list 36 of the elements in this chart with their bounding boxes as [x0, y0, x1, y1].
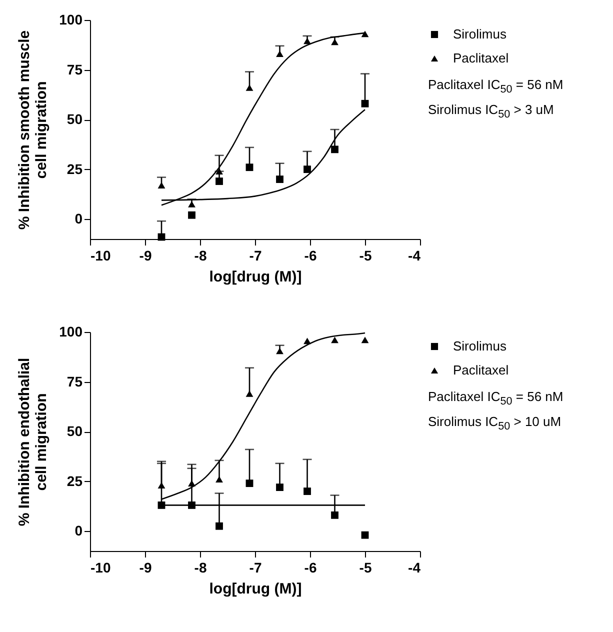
legend-label: Sirolimus: [453, 26, 507, 42]
x-tick-label: -5: [359, 560, 372, 576]
text: Paclitaxel IC$_{50}$ = 56 nM: [428, 388, 564, 410]
x-tick-label: -10: [90, 248, 111, 264]
text: Paclitaxel IC$_{50}$ = 56 nM: [428, 76, 564, 98]
x-tick-label: -5: [359, 248, 372, 264]
legend-label: Paclitaxel: [453, 362, 509, 378]
y-tick-label: 25: [66, 472, 83, 489]
y-tick-label: 75: [66, 61, 83, 78]
y-tick-label: 100: [59, 324, 83, 340]
x-tick-label: -6: [304, 248, 317, 264]
x-axis-title: log[drug (M)]: [209, 580, 302, 598]
x-axis-title: log[drug (M)]: [209, 268, 302, 286]
x-tick-label: -6: [304, 560, 317, 576]
y-axis-title: % Inhibition smooth muscle cell migration: [16, 30, 50, 230]
x-tick-label: -8: [194, 560, 207, 576]
legend-label: Sirolimus: [453, 338, 507, 354]
x-tick-label: -4: [408, 560, 421, 576]
y-tick-label: 0: [74, 210, 83, 227]
x-tick-label: -9: [139, 248, 152, 264]
y-tick-label: 75: [66, 373, 83, 390]
text: Sirolimus IC$_{50}$ > 10 uM: [428, 412, 562, 434]
y-tick-label: 100: [59, 12, 83, 28]
text: Sirolimus IC$_{50}$ > 3 uM: [428, 100, 555, 122]
x-tick-label: -9: [139, 560, 152, 576]
legend-label: Paclitaxel: [453, 50, 509, 66]
y-tick-label: 25: [66, 160, 83, 177]
y-axis-title: % Inhibition endothalial cell migration: [16, 358, 50, 526]
x-tick-label: -4: [408, 248, 421, 264]
y-tick-label: 50: [66, 111, 83, 128]
x-tick-label: -10: [90, 560, 111, 576]
y-tick-label: 50: [66, 423, 83, 440]
y-tick-label: 0: [74, 522, 83, 539]
x-tick-label: -8: [194, 248, 207, 264]
x-tick-label: -7: [249, 560, 262, 576]
x-tick-label: -7: [249, 248, 262, 264]
